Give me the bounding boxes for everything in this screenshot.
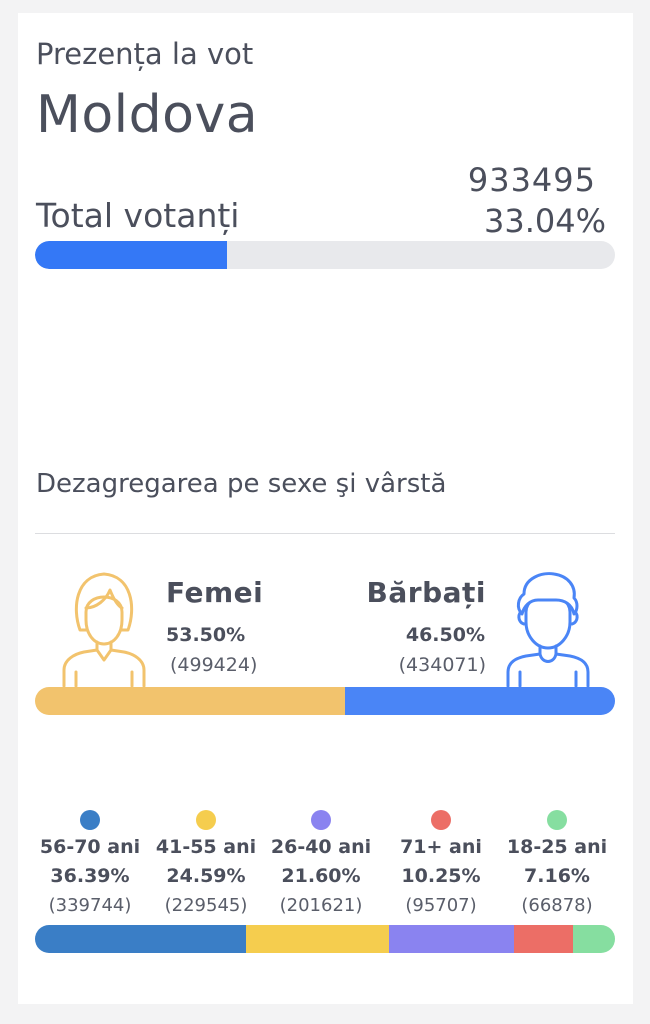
total-voters-percent: 33.04% [483, 202, 606, 240]
total-progress-bar [35, 241, 615, 269]
female-percent: 53.50% [166, 624, 246, 646]
age-group-item: 18-25 ani 7.16% (66878) [499, 810, 615, 916]
gender-segment-female [35, 687, 346, 715]
gender-split-bar [35, 687, 615, 715]
age-group-item: 41-55 ani 24.59% (229545) [148, 810, 264, 916]
page-subtitle: Prezența la vot [36, 37, 254, 71]
breakdown-title: Dezagregarea pe sexe şi vârstă [36, 469, 447, 499]
gender-segment-male [345, 687, 615, 715]
age-group-count: (95707) [405, 895, 477, 916]
age-group-percent: 24.59% [166, 865, 246, 887]
age-segment [246, 925, 389, 953]
total-voters-count: 933495 [467, 161, 596, 199]
male-count: (434071) [398, 654, 486, 676]
total-voters-label: Total votanți [36, 196, 240, 235]
age-group-item: 71+ ani 10.25% (95707) [383, 810, 499, 916]
age-group-count: (201621) [279, 895, 363, 916]
page-title: Moldova [36, 85, 259, 145]
turnout-card: Prezența la vot Moldova Total votanți 93… [18, 13, 633, 1004]
age-group-percent: 21.60% [281, 865, 361, 887]
age-group-label: 26-40 ani [270, 836, 372, 858]
male-label: Bărbați [366, 576, 486, 609]
age-color-dot [80, 810, 100, 830]
age-group-count: (66878) [521, 895, 593, 916]
age-segment [573, 925, 615, 953]
age-group-count: (339744) [48, 895, 132, 916]
age-group-count: (229545) [164, 895, 248, 916]
age-group-label: 41-55 ani [155, 836, 257, 858]
total-progress-fill [35, 241, 227, 269]
age-color-dot [547, 810, 567, 830]
age-segment [388, 925, 514, 953]
age-group-percent: 36.39% [50, 865, 130, 887]
age-group-percent: 7.16% [524, 865, 590, 887]
age-group-item: 56-70 ani 36.39% (339744) [32, 810, 148, 916]
divider [35, 533, 615, 534]
male-percent: 46.50% [405, 624, 485, 646]
age-group-label: 18-25 ani [506, 836, 608, 858]
age-segment [513, 925, 574, 953]
man-icon [506, 572, 590, 688]
female-label: Femei [166, 576, 264, 609]
age-color-dot [431, 810, 451, 830]
age-group-percent: 10.25% [401, 865, 481, 887]
female-count: (499424) [170, 654, 258, 676]
age-group-label: 71+ ani [400, 836, 482, 858]
woman-icon [62, 572, 146, 688]
age-color-dot [196, 810, 216, 830]
age-segment [35, 925, 247, 953]
age-split-bar [35, 925, 615, 953]
age-group-label: 56-70 ani [39, 836, 141, 858]
age-group-item: 26-40 ani 21.60% (201621) [263, 810, 379, 916]
age-color-dot [311, 810, 331, 830]
